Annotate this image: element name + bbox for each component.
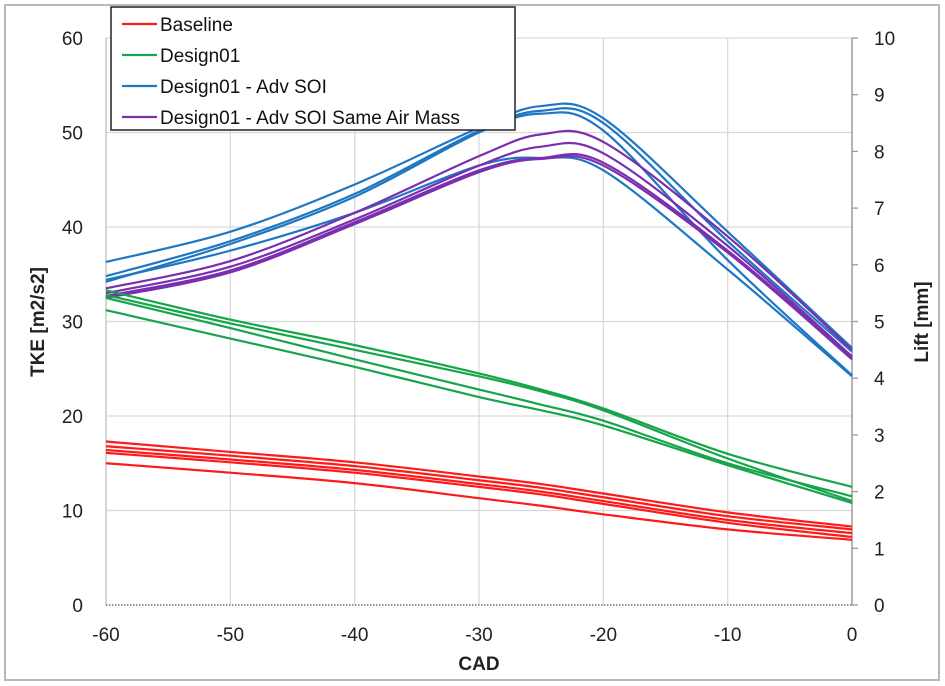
y-tick-label: 40 (62, 218, 83, 239)
series-line-design01-adv-soi-same-air-mass (105, 152, 853, 359)
x-tick-label: -60 (92, 625, 119, 646)
series-line-design01-adv-soi-same-air-mass (105, 141, 853, 358)
legend-label: Design01 - Adv SOI (160, 77, 327, 98)
y-tick-label: 0 (72, 596, 83, 617)
x-tick-label: -20 (590, 625, 617, 646)
x-tick-label: -40 (341, 625, 368, 646)
y2-tick-label: 2 (874, 483, 885, 504)
legend: Baseline Design01 Design01 - Adv SOI Design… (110, 6, 516, 131)
series-line-baseline (105, 451, 853, 539)
y2-tick-label: 4 (874, 369, 885, 390)
series-line-design01-adv-soi (105, 111, 853, 377)
y2-tick-label: 9 (874, 86, 885, 107)
y2-tick-label: 1 (874, 539, 885, 560)
legend-label: Design01 - Adv SOI Same Air Mass (160, 108, 460, 129)
x-tick-label: -10 (714, 625, 741, 646)
series-line-design01-adv-soi-same-air-mass (105, 154, 853, 361)
x-tick-labels: -60 -50 -40 -30 -20 -10 0 (92, 625, 857, 646)
y-tick-labels: 0 10 20 30 40 50 60 (62, 29, 83, 617)
y2-tick-label: 10 (874, 29, 895, 50)
series-line-baseline (105, 462, 853, 541)
y2-tick-label: 7 (874, 199, 885, 220)
x-axis-title: CAD (458, 654, 499, 675)
legend-box (110, 6, 516, 131)
y-tick-label: 20 (62, 407, 83, 428)
y-tick-label: 60 (62, 29, 83, 50)
x-tick-label: 0 (847, 625, 858, 646)
series-line-design01 (105, 293, 853, 503)
x-tick-label: -30 (465, 625, 492, 646)
x-tick-label: -50 (217, 625, 244, 646)
y-tick-label: 30 (62, 313, 83, 334)
y-tick-label: 10 (62, 502, 83, 523)
series-line-baseline (105, 445, 853, 531)
y2-tick-label: 3 (874, 426, 885, 447)
y2-tick-label: 5 (874, 313, 885, 334)
y-axis-title: TKE [m2/s2] (28, 267, 49, 377)
y-tick-label: 50 (62, 124, 83, 145)
series-line-design01-adv-soi-same-air-mass (105, 129, 853, 351)
series-line-design01 (105, 296, 853, 498)
series-line-design01 (105, 289, 853, 488)
series-line-design01-adv-soi (105, 156, 853, 378)
series-line-baseline (105, 448, 853, 535)
y2-tick-label: 8 (874, 142, 885, 163)
axes (105, 37, 858, 606)
legend-label: Baseline (160, 15, 233, 36)
series-line-baseline (105, 440, 853, 528)
y2-tick-labels: 0 1 2 3 4 5 6 7 8 9 10 (874, 29, 895, 617)
y2-tick-label: 6 (874, 256, 885, 277)
series-line-design01 (105, 309, 853, 504)
y2-tick-label: 0 (874, 596, 885, 617)
y2-axis-title: Lift [mm] (912, 281, 933, 362)
legend-label: Design01 (160, 46, 240, 67)
series-lines (105, 102, 853, 541)
